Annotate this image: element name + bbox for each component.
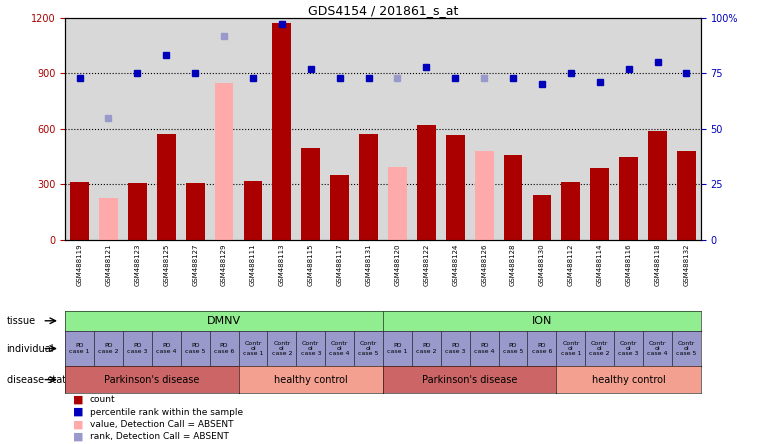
Text: GSM488124: GSM488124: [452, 243, 458, 285]
Text: PD
case 2: PD case 2: [416, 343, 437, 354]
Text: rank, Detection Call = ABSENT: rank, Detection Call = ABSENT: [90, 432, 228, 441]
Bar: [561, 182, 580, 240]
Text: PD
case 2: PD case 2: [98, 343, 119, 354]
Text: healthy control: healthy control: [274, 375, 348, 385]
Text: GSM488114: GSM488114: [597, 243, 603, 286]
Text: GDS4154 / 201861_s_at: GDS4154 / 201861_s_at: [308, 4, 458, 17]
Text: PD
case 5: PD case 5: [185, 343, 205, 354]
Text: GSM488113: GSM488113: [279, 243, 285, 286]
Text: GSM488128: GSM488128: [510, 243, 516, 286]
Bar: [446, 135, 465, 240]
Text: PD
case 3: PD case 3: [445, 343, 466, 354]
Bar: [128, 183, 147, 240]
Text: GSM488115: GSM488115: [308, 243, 314, 286]
Text: GSM488117: GSM488117: [336, 243, 342, 286]
Text: value, Detection Call = ABSENT: value, Detection Call = ABSENT: [90, 420, 233, 429]
Text: Contr
ol
case 2: Contr ol case 2: [272, 341, 292, 357]
Text: ■: ■: [73, 420, 83, 429]
Text: PD
case 1: PD case 1: [388, 343, 408, 354]
Text: Contr
ol
case 5: Contr ol case 5: [676, 341, 696, 357]
Bar: [186, 183, 205, 240]
Text: PD
case 1: PD case 1: [70, 343, 90, 354]
Text: Contr
ol
case 4: Contr ol case 4: [647, 341, 668, 357]
Bar: [244, 181, 262, 240]
Text: GSM488129: GSM488129: [221, 243, 227, 286]
Text: percentile rank within the sample: percentile rank within the sample: [90, 408, 243, 416]
Text: disease state: disease state: [6, 375, 72, 385]
Bar: [532, 195, 552, 240]
Text: Contr
ol
case 3: Contr ol case 3: [618, 341, 639, 357]
Text: ION: ION: [532, 316, 552, 326]
Bar: [70, 182, 89, 240]
Text: PD
case 6: PD case 6: [214, 343, 234, 354]
Text: GSM488130: GSM488130: [539, 243, 545, 286]
Text: individual: individual: [6, 344, 54, 353]
Text: ■: ■: [73, 432, 83, 442]
Bar: [214, 83, 234, 240]
Bar: [504, 155, 522, 240]
Bar: [591, 168, 609, 240]
Text: DMNV: DMNV: [207, 316, 241, 326]
Bar: [388, 166, 407, 240]
Bar: [273, 24, 291, 240]
Text: GSM488121: GSM488121: [106, 243, 112, 286]
Text: ■: ■: [73, 395, 83, 404]
Text: Parkinson's disease: Parkinson's disease: [422, 375, 517, 385]
Text: GSM488127: GSM488127: [192, 243, 198, 286]
Text: GSM488122: GSM488122: [424, 243, 430, 285]
Bar: [157, 134, 175, 240]
Text: PD
case 4: PD case 4: [474, 343, 494, 354]
Text: Contr
ol
case 1: Contr ol case 1: [243, 341, 264, 357]
Bar: [330, 175, 349, 240]
Text: GSM488126: GSM488126: [481, 243, 487, 286]
Text: PD
case 6: PD case 6: [532, 343, 552, 354]
Text: GSM488123: GSM488123: [134, 243, 140, 286]
Text: Contr
ol
case 2: Contr ol case 2: [590, 341, 610, 357]
Text: ■: ■: [73, 407, 83, 417]
Text: count: count: [90, 395, 115, 404]
Text: Contr
ol
case 5: Contr ol case 5: [358, 341, 378, 357]
Text: GSM488120: GSM488120: [394, 243, 401, 286]
Text: PD
case 5: PD case 5: [502, 343, 523, 354]
Text: GSM488125: GSM488125: [163, 243, 169, 285]
Bar: [648, 131, 667, 240]
Bar: [99, 198, 118, 240]
Bar: [359, 134, 378, 240]
Text: PD
case 4: PD case 4: [156, 343, 176, 354]
Text: Parkinson's disease: Parkinson's disease: [104, 375, 199, 385]
Bar: [417, 125, 436, 240]
Text: GSM488111: GSM488111: [250, 243, 256, 286]
Text: GSM488118: GSM488118: [654, 243, 660, 286]
Text: GSM488116: GSM488116: [626, 243, 632, 286]
Bar: [475, 151, 493, 240]
Text: Contr
ol
case 4: Contr ol case 4: [329, 341, 350, 357]
Bar: [619, 157, 638, 240]
Text: Contr
ol
case 3: Contr ol case 3: [300, 341, 321, 357]
Text: tissue: tissue: [6, 316, 36, 326]
Text: PD
case 3: PD case 3: [127, 343, 148, 354]
Text: GSM488131: GSM488131: [365, 243, 372, 286]
Bar: [677, 151, 696, 240]
Text: Contr
ol
case 1: Contr ol case 1: [561, 341, 581, 357]
Text: GSM488132: GSM488132: [683, 243, 689, 286]
Text: GSM488112: GSM488112: [568, 243, 574, 286]
Bar: [301, 148, 320, 240]
Text: healthy control: healthy control: [592, 375, 666, 385]
Text: GSM488119: GSM488119: [77, 243, 83, 286]
